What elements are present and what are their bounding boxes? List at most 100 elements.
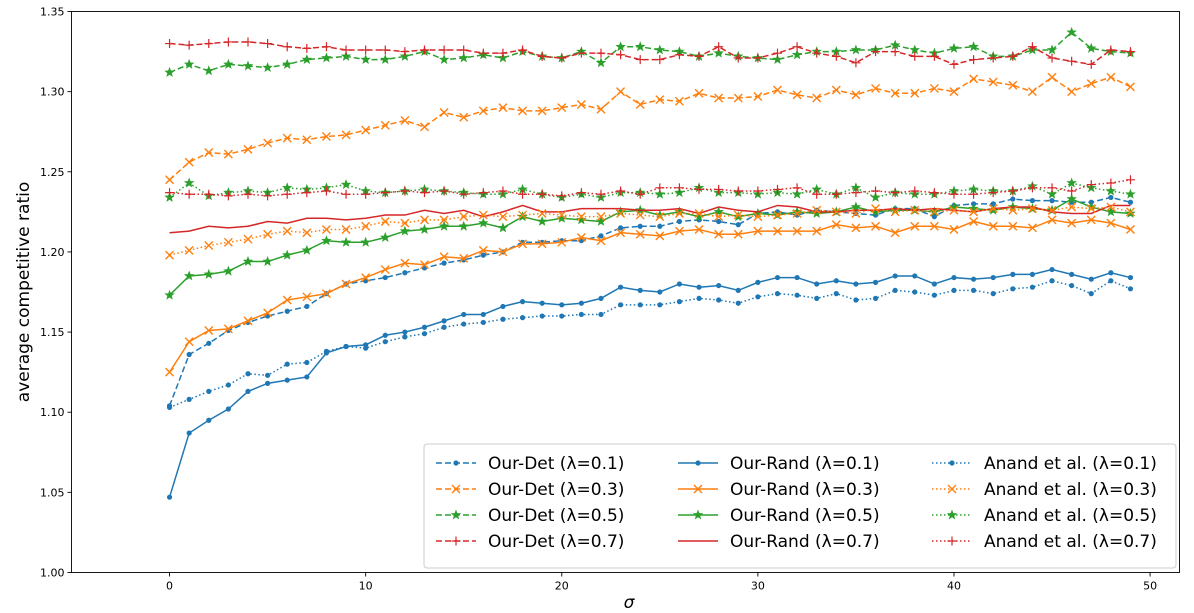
data-point bbox=[676, 218, 683, 225]
data-point bbox=[341, 189, 351, 199]
legend-label: Anand et al. (λ=0.1) bbox=[984, 454, 1157, 474]
data-point bbox=[892, 273, 898, 279]
data-point bbox=[949, 87, 959, 97]
legend-label: Our-Rand (λ=0.7) bbox=[730, 532, 880, 552]
data-point bbox=[654, 188, 666, 199]
data-point bbox=[654, 44, 666, 55]
legend-entry: Our-Det (λ=0.7) bbox=[436, 532, 624, 552]
data-point bbox=[166, 494, 173, 500]
data-point bbox=[812, 226, 822, 236]
data-point bbox=[812, 48, 822, 58]
legend-label: Our-Rand (λ=0.1) bbox=[730, 454, 880, 474]
x-axis-label: σ bbox=[624, 593, 636, 613]
data-point bbox=[595, 215, 607, 226]
data-point bbox=[635, 210, 645, 220]
data-point bbox=[831, 207, 841, 217]
data-point bbox=[536, 215, 548, 226]
data-point bbox=[223, 191, 233, 201]
data-point bbox=[912, 273, 918, 279]
data-point bbox=[441, 318, 447, 324]
data-point bbox=[674, 96, 684, 106]
data-point bbox=[792, 42, 802, 52]
data-point bbox=[284, 308, 290, 314]
data-point bbox=[343, 343, 349, 350]
data-point bbox=[439, 252, 449, 262]
data-point bbox=[889, 204, 901, 215]
data-point bbox=[361, 125, 371, 135]
data-point bbox=[635, 99, 645, 109]
data-point bbox=[990, 291, 996, 297]
data-point bbox=[949, 205, 959, 215]
legend-label: Our-Rand (λ=0.3) bbox=[730, 480, 880, 500]
legend-marker bbox=[451, 536, 461, 546]
data-point bbox=[655, 95, 665, 105]
data-point bbox=[441, 324, 447, 330]
data-point bbox=[853, 281, 859, 287]
data-point bbox=[304, 359, 310, 366]
series-line bbox=[169, 182, 1131, 199]
data-point bbox=[949, 59, 959, 69]
data-point bbox=[559, 313, 565, 319]
data-point bbox=[929, 83, 939, 93]
y-axis-label: average competitive ratio bbox=[14, 182, 34, 402]
data-point bbox=[265, 380, 271, 386]
data-point bbox=[478, 48, 488, 58]
data-point bbox=[990, 201, 996, 207]
data-point bbox=[951, 274, 957, 281]
data-point bbox=[363, 345, 369, 351]
data-point bbox=[498, 247, 508, 257]
data-point bbox=[696, 284, 702, 290]
data-point bbox=[243, 316, 253, 326]
data-point bbox=[518, 45, 528, 55]
data-point bbox=[696, 295, 702, 302]
data-point bbox=[459, 212, 469, 222]
data-point bbox=[537, 208, 547, 218]
data-point bbox=[713, 206, 724, 217]
data-point bbox=[910, 88, 920, 98]
data-point bbox=[791, 188, 803, 199]
y-tick-label: 1.30 bbox=[40, 86, 65, 99]
legend-label: Our-Det (λ=0.1) bbox=[488, 454, 624, 474]
data-point bbox=[340, 179, 352, 190]
data-point bbox=[871, 204, 881, 214]
data-point bbox=[223, 265, 234, 276]
data-point bbox=[1088, 276, 1094, 282]
legend-marker bbox=[450, 509, 462, 520]
data-point bbox=[380, 216, 390, 226]
data-point bbox=[340, 236, 352, 247]
data-point bbox=[871, 47, 881, 57]
series-6 bbox=[165, 215, 1135, 377]
data-point bbox=[851, 90, 861, 100]
data-point bbox=[929, 207, 939, 217]
data-point bbox=[421, 331, 428, 337]
data-point bbox=[814, 281, 820, 287]
data-point bbox=[1010, 286, 1016, 292]
data-point bbox=[617, 302, 624, 308]
series-line bbox=[168, 219, 1131, 373]
data-point bbox=[812, 93, 822, 103]
data-point bbox=[752, 207, 764, 218]
data-point bbox=[755, 279, 761, 285]
data-point bbox=[380, 232, 391, 242]
data-point bbox=[223, 58, 234, 69]
data-point bbox=[421, 324, 428, 330]
data-point bbox=[360, 236, 371, 247]
data-point bbox=[183, 270, 195, 281]
data-point bbox=[1066, 177, 1077, 188]
data-point bbox=[478, 188, 488, 198]
data-point bbox=[186, 430, 192, 436]
data-point bbox=[263, 191, 273, 201]
data-point bbox=[831, 51, 841, 61]
y-tick-label: 1.10 bbox=[40, 406, 65, 419]
x-tick-label: 20 bbox=[555, 580, 569, 593]
data-point bbox=[419, 260, 429, 270]
data-point bbox=[851, 208, 861, 218]
data-point bbox=[1069, 271, 1075, 277]
data-point bbox=[480, 319, 486, 326]
data-point bbox=[556, 212, 567, 223]
data-point bbox=[1067, 218, 1077, 228]
data-point bbox=[598, 233, 604, 239]
data-point bbox=[655, 212, 665, 222]
ticks-layer: 0 10 20 30 40 50 1.00 1.05 1.10 1.15 1.20 1.25 1.30 1… bbox=[40, 6, 1157, 593]
